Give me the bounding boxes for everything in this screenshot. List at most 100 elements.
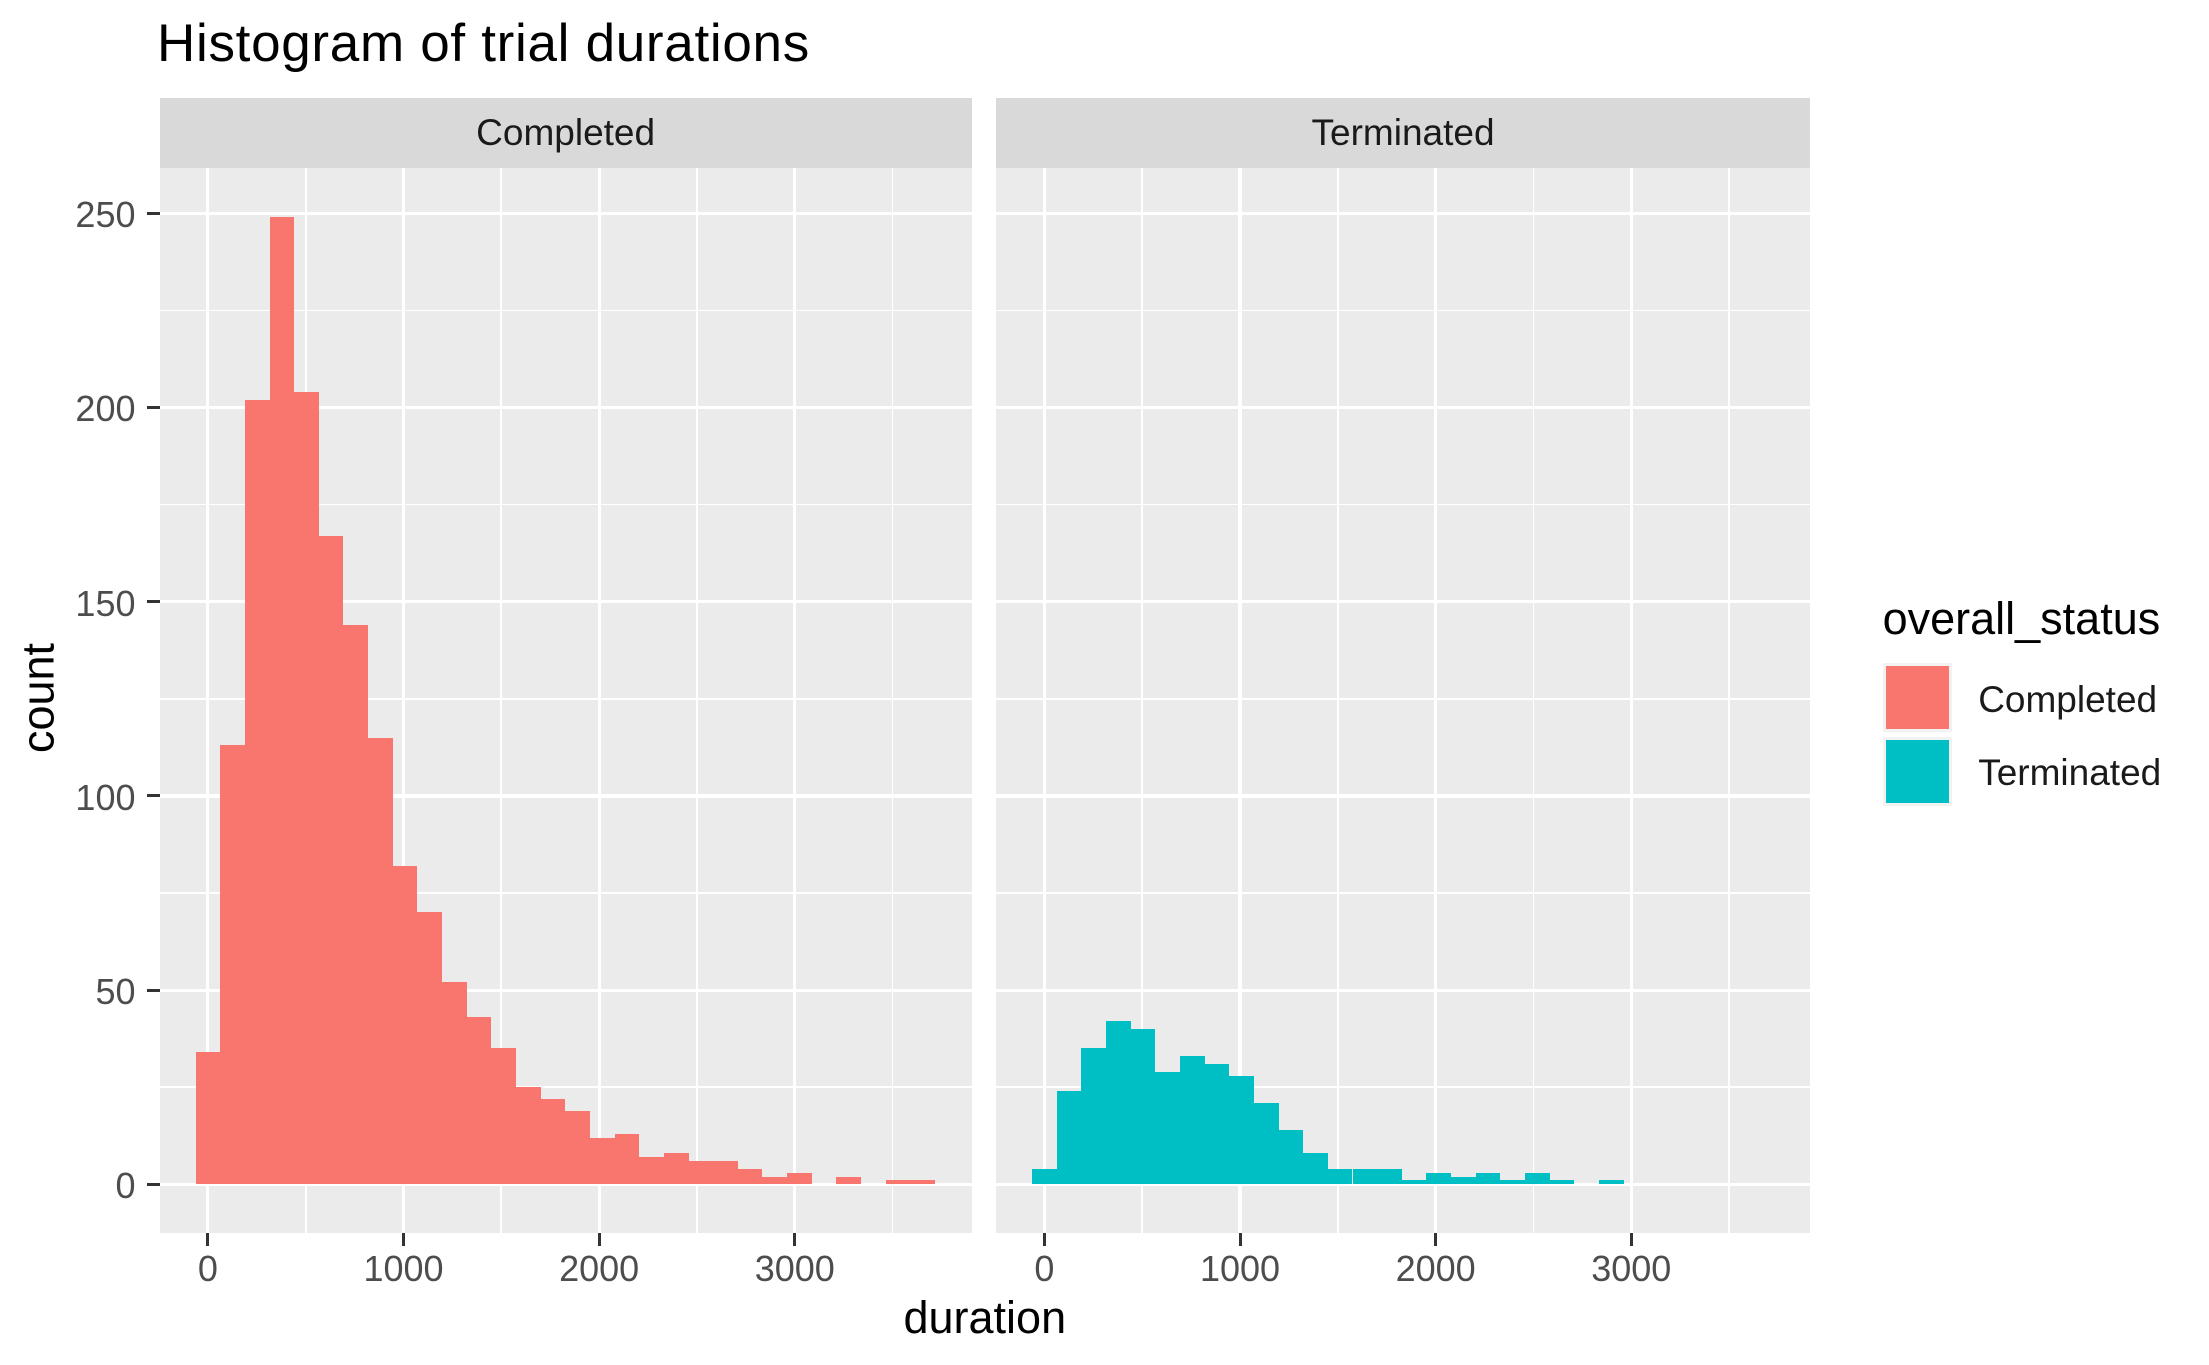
y-axis-tick-label: 250 [75,194,136,236]
gridline-y-major [159,794,972,798]
histogram-bar [885,1180,911,1185]
x-axis-tick-label: 0 [1034,1247,1055,1289]
histogram-bar [294,392,319,1185]
gridline-x-minor [500,168,503,1233]
histogram-bar [540,1098,566,1185]
histogram-bar [1278,1129,1304,1185]
histogram-bar [1032,1168,1057,1185]
y-axis-title: count [12,642,64,754]
histogram-bar [565,1110,590,1185]
histogram-bar [1056,1091,1082,1185]
histogram-bar [417,912,443,1185]
gridline-y-major [996,211,1810,215]
gridline-y-major [159,211,972,215]
y-axis-tick-label: 50 [95,970,136,1012]
gridline-x-minor [1728,168,1730,1233]
legend-key [1882,663,1952,733]
plot-title: Histogram of trial durations [157,14,810,73]
gridline-y-major [159,988,972,992]
gridline-x-major [597,168,601,1233]
x-axis-tick [793,1233,797,1246]
gridline-y-major [996,1182,1810,1186]
gridline-y-minor [996,309,1810,312]
gridline-x-major [206,168,210,1233]
y-axis-tick [146,988,160,992]
x-axis-tick [1629,1233,1633,1246]
histogram-bar [516,1087,541,1185]
histogram-bar [1352,1168,1378,1185]
histogram-bar [1130,1028,1156,1185]
gridline-y-minor [159,892,972,894]
histogram-bar [836,1176,862,1185]
gridline-y-major [996,794,1810,798]
gridline-y-minor [159,309,972,312]
histogram-bar [392,865,418,1185]
histogram-bar [442,982,467,1185]
histogram-bar [762,1176,788,1185]
gridline-y-major [996,600,1810,604]
histogram-bar [1549,1180,1575,1185]
gridline-x-major [1238,168,1242,1233]
histogram-bar [1525,1172,1550,1185]
gridline-x-major [793,168,797,1233]
histogram-bar [466,1017,492,1185]
y-axis-tick-label: 150 [75,582,136,624]
gridline-x-minor [891,168,894,1233]
y-axis-tick-label: 100 [75,776,136,818]
x-axis-tick [402,1233,406,1246]
y-axis-tick [146,1182,160,1186]
histogram-bar [1377,1168,1402,1185]
histogram-bar [614,1133,640,1185]
x-axis-tick [597,1233,601,1246]
legend-key-swatch [1885,739,1949,804]
x-axis-tick [1042,1233,1046,1246]
gridline-y-minor [159,1086,972,1089]
histogram-bar [244,399,270,1185]
gridline-y-major [159,405,972,410]
histogram-bar [713,1160,738,1185]
gridline-x-minor [1336,168,1339,1233]
x-axis-tick-label: 1000 [1199,1247,1281,1289]
gridline-y-minor [159,697,972,700]
gridline-x-major [401,168,406,1233]
x-axis-tick [1434,1233,1438,1246]
y-axis-tick [146,211,160,215]
histogram-bar [343,625,369,1185]
gridline-y-minor [996,503,1810,506]
gridline-x-major [1629,168,1633,1233]
histogram-bar [1327,1168,1353,1185]
facet-strip-label: Completed [476,112,656,153]
histogram-bar [1106,1021,1131,1185]
gridline-x-major [1042,168,1046,1233]
x-axis-tick-label: 0 [197,1247,218,1289]
y-axis-tick [146,600,160,604]
histogram-bar [491,1048,516,1185]
histogram-bar [1303,1153,1328,1185]
histogram-bar [1451,1176,1476,1185]
x-axis-tick [206,1233,210,1246]
gridline-y-major [159,1182,972,1186]
histogram-bar [1155,1071,1180,1185]
facet-strip-label: Terminated [1311,112,1495,153]
facet-panel [996,168,1810,1233]
x-axis-title: duration [903,1292,1067,1343]
histogram-bar [589,1137,615,1185]
legend-title: overall_status [1882,593,2161,644]
facet-panel [159,168,972,1233]
gridline-x-minor [1532,168,1535,1233]
histogram-bar [1475,1172,1501,1185]
gridline-y-minor [996,892,1810,894]
histogram-bar [787,1172,812,1185]
gridline-y-minor [159,503,972,506]
histogram-bar [663,1153,689,1185]
gridline-y-minor [996,1086,1810,1089]
histogram-bar [910,1180,936,1185]
histogram-bar [368,737,393,1185]
y-axis-tick-label: 200 [75,388,136,430]
histogram-bar [1401,1180,1427,1185]
x-axis-tick [1238,1233,1242,1246]
x-axis-tick-label: 3000 [1591,1247,1672,1289]
gridline-x-minor [696,168,698,1233]
histogram-bar [688,1160,714,1185]
